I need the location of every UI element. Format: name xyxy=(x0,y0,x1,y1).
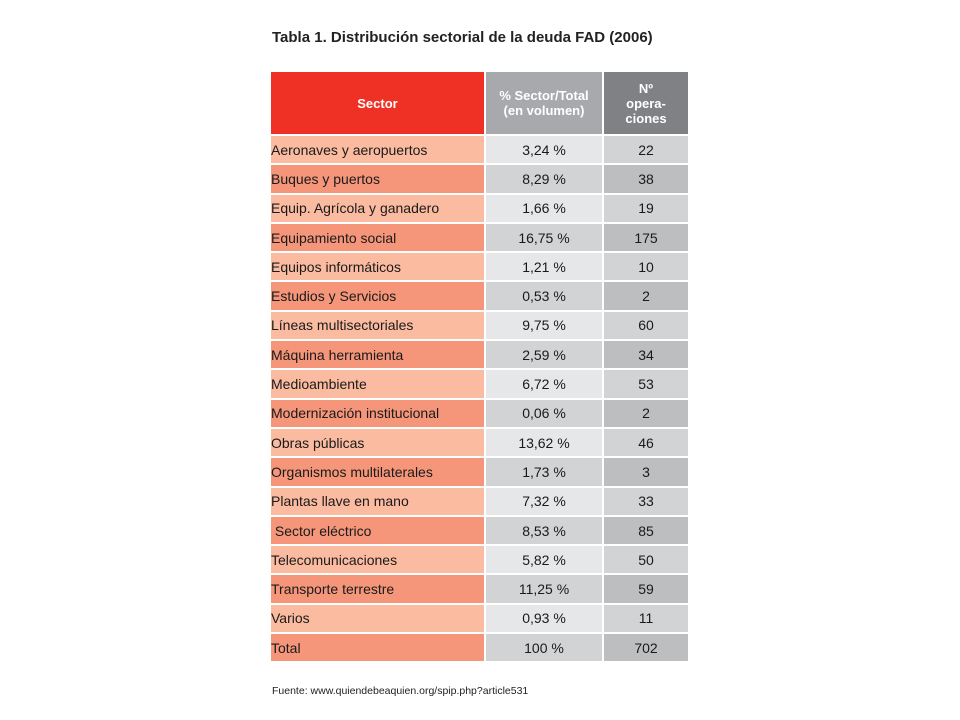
cell-operations: 59 xyxy=(603,573,688,604)
cell-operations: 53 xyxy=(603,368,688,399)
table-row: Obras públicas 13,62 % 46 xyxy=(271,426,688,458)
cell-operations: 22 xyxy=(603,133,688,165)
table-row: Modernización institucional 0,06 % 2 xyxy=(271,397,688,428)
table-row: Equipos informáticos 1,21 % 10 xyxy=(271,251,688,282)
header-operations-line1: Nº xyxy=(638,80,654,96)
table-row: Equipamiento social 16,75 % 175 xyxy=(271,221,688,253)
cell-operations: 11 xyxy=(603,602,688,634)
cell-operations: 175 xyxy=(603,221,688,253)
cell-operations: 50 xyxy=(603,544,688,575)
header-sector: Sector xyxy=(271,72,486,135)
cell-percent: 5,82 % xyxy=(485,544,604,575)
table-row: Varios 0,93 % 11 xyxy=(271,602,688,634)
cell-sector: Aeronaves y aeropuertos xyxy=(271,133,486,165)
sector-debt-table: Sector % Sector/Total (en volumen) Nº op… xyxy=(271,72,688,662)
header-operations: Nº opera- ciones xyxy=(603,72,688,135)
cell-operations: 3 xyxy=(603,456,688,487)
cell-sector: Equipamiento social xyxy=(271,221,486,253)
table-row: Transporte terrestre 11,25 % 59 xyxy=(271,573,688,604)
cell-sector: Sector eléctrico xyxy=(271,514,486,546)
table-row: Líneas multisectoriales 9,75 % 60 xyxy=(271,309,688,341)
cell-operations: 34 xyxy=(603,339,688,370)
cell-percent: 7,32 % xyxy=(485,485,604,516)
cell-percent: 1,21 % xyxy=(485,251,604,282)
cell-percent: 2,59 % xyxy=(485,339,604,370)
cell-sector: Medioambiente xyxy=(271,368,486,399)
cell-percent: 0,93 % xyxy=(485,602,604,634)
header-percent-line1: % Sector/Total xyxy=(499,88,589,103)
cell-operations: 19 xyxy=(603,192,688,223)
table-row: Sector eléctrico 8,53 % 85 xyxy=(271,514,688,546)
cell-percent: 11,25 % xyxy=(485,573,604,604)
cell-sector: Estudios y Servicios xyxy=(271,280,486,311)
cell-percent: 1,66 % xyxy=(485,192,604,223)
table-row: Plantas llave en mano 7,32 % 33 xyxy=(271,485,688,516)
cell-percent: 16,75 % xyxy=(485,221,604,253)
cell-sector: Obras públicas xyxy=(271,426,486,458)
cell-operations: 60 xyxy=(603,309,688,341)
cell-sector: Organismos multilaterales xyxy=(271,456,486,487)
cell-sector: Buques y puertos xyxy=(271,163,486,194)
cell-sector: Máquina herramienta xyxy=(271,339,486,370)
cell-percent: 3,24 % xyxy=(485,133,604,165)
table-total-row: Total 100 % 702 xyxy=(271,632,688,662)
table-row: Máquina herramienta 2,59 % 34 xyxy=(271,339,688,370)
table-row: Aeronaves y aeropuertos 3,24 % 22 xyxy=(271,133,688,165)
table-row: Estudios y Servicios 0,53 % 2 xyxy=(271,280,688,311)
cell-percent: 9,75 % xyxy=(485,309,604,341)
table-row: Organismos multilaterales 1,73 % 3 xyxy=(271,456,688,487)
header-operations-line2: opera- xyxy=(626,95,666,111)
cell-total-operations: 702 xyxy=(603,632,688,662)
table-title: Tabla 1. Distribución sectorial de la de… xyxy=(272,29,653,46)
cell-sector: Líneas multisectoriales xyxy=(271,309,486,341)
table-header-row: Sector % Sector/Total (en volumen) Nº op… xyxy=(271,72,688,135)
header-operations-line3: ciones xyxy=(625,110,667,126)
cell-operations: 85 xyxy=(603,514,688,546)
header-percent-line2: (en volumen) xyxy=(503,103,585,118)
cell-operations: 10 xyxy=(603,251,688,282)
cell-operations: 46 xyxy=(603,426,688,458)
cell-percent: 8,53 % xyxy=(485,514,604,546)
cell-percent: 1,73 % xyxy=(485,456,604,487)
cell-operations: 38 xyxy=(603,163,688,194)
cell-sector: Equip. Agrícola y ganadero xyxy=(271,192,486,223)
source-note: Fuente: www.quiendebeaquien.org/spip.php… xyxy=(272,685,529,697)
cell-percent: 6,72 % xyxy=(485,368,604,399)
cell-sector: Equipos informáticos xyxy=(271,251,486,282)
table-row: Buques y puertos 8,29 % 38 xyxy=(271,163,688,194)
header-percent: % Sector/Total (en volumen) xyxy=(485,72,604,135)
cell-percent: 8,29 % xyxy=(485,163,604,194)
cell-operations: 2 xyxy=(603,397,688,428)
cell-total-label: Total xyxy=(271,632,486,662)
cell-sector: Telecomunicaciones xyxy=(271,544,486,575)
cell-sector: Modernización institucional xyxy=(271,397,486,428)
table-row: Medioambiente 6,72 % 53 xyxy=(271,368,688,399)
table-row: Telecomunicaciones 5,82 % 50 xyxy=(271,544,688,575)
cell-percent: 13,62 % xyxy=(485,426,604,458)
table-row: Equip. Agrícola y ganadero 1,66 % 19 xyxy=(271,192,688,223)
cell-sector: Plantas llave en mano xyxy=(271,485,486,516)
cell-percent: 0,06 % xyxy=(485,397,604,428)
cell-operations: 2 xyxy=(603,280,688,311)
cell-percent: 0,53 % xyxy=(485,280,604,311)
header-sector-label: Sector xyxy=(357,95,398,111)
cell-total-percent: 100 % xyxy=(485,632,604,662)
cell-operations: 33 xyxy=(603,485,688,516)
cell-sector: Transporte terrestre xyxy=(271,573,486,604)
cell-sector: Varios xyxy=(271,602,486,634)
